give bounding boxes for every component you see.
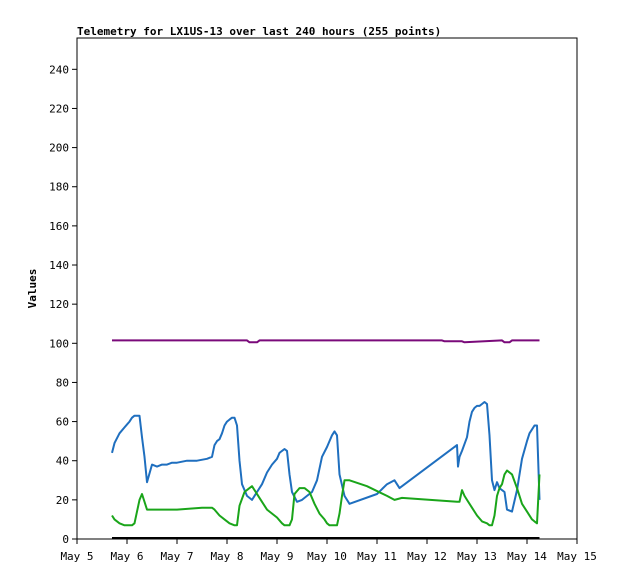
y-tick-label: 140: [49, 259, 69, 272]
x-axis: May 5 May 6 May 7 May 8 May 9 May 10 May 11 May…: [60, 539, 597, 563]
series-line-3: [111, 469, 541, 527]
x-tick-label: May 10: [307, 550, 347, 563]
series-line-1: [112, 339, 540, 344]
x-tick-label: May 15: [557, 550, 597, 563]
x-tick-label: May 5: [60, 550, 93, 563]
y-axis: 0 20 40 60 80 100 120 140 160 180 200 220 240: [49, 63, 77, 546]
y-tick-label: 180: [49, 181, 69, 194]
x-tick-label: May 9: [260, 550, 293, 563]
y-axis-label: Values: [26, 269, 39, 309]
y-tick-label: 120: [49, 298, 69, 311]
y-tick-label: 240: [49, 63, 69, 76]
x-tick-label: May 8: [210, 550, 243, 563]
y-tick-label: 20: [56, 494, 69, 507]
x-tick-label: May 7: [160, 550, 193, 563]
y-tick-label: 40: [56, 455, 69, 468]
y-tick-label: 80: [56, 376, 69, 389]
y-tick-label: 220: [49, 102, 69, 115]
y-tick-label: 60: [56, 416, 69, 429]
chart-title: Telemetry for LX1US-13 over last 240 hou…: [77, 25, 441, 38]
y-tick-label: 160: [49, 220, 69, 233]
x-tick-label: May 6: [110, 550, 143, 563]
y-tick-label: 0: [62, 533, 69, 546]
y-tick-label: 100: [49, 337, 69, 350]
x-tick-label: May 12: [407, 550, 447, 563]
x-tick-label: May 14: [507, 550, 547, 563]
x-tick-label: May 11: [357, 550, 397, 563]
y-tick-label: 200: [49, 142, 69, 155]
x-tick-label: May 13: [457, 550, 497, 563]
series-line-2: [111, 401, 541, 513]
series-layer: [111, 339, 541, 539]
